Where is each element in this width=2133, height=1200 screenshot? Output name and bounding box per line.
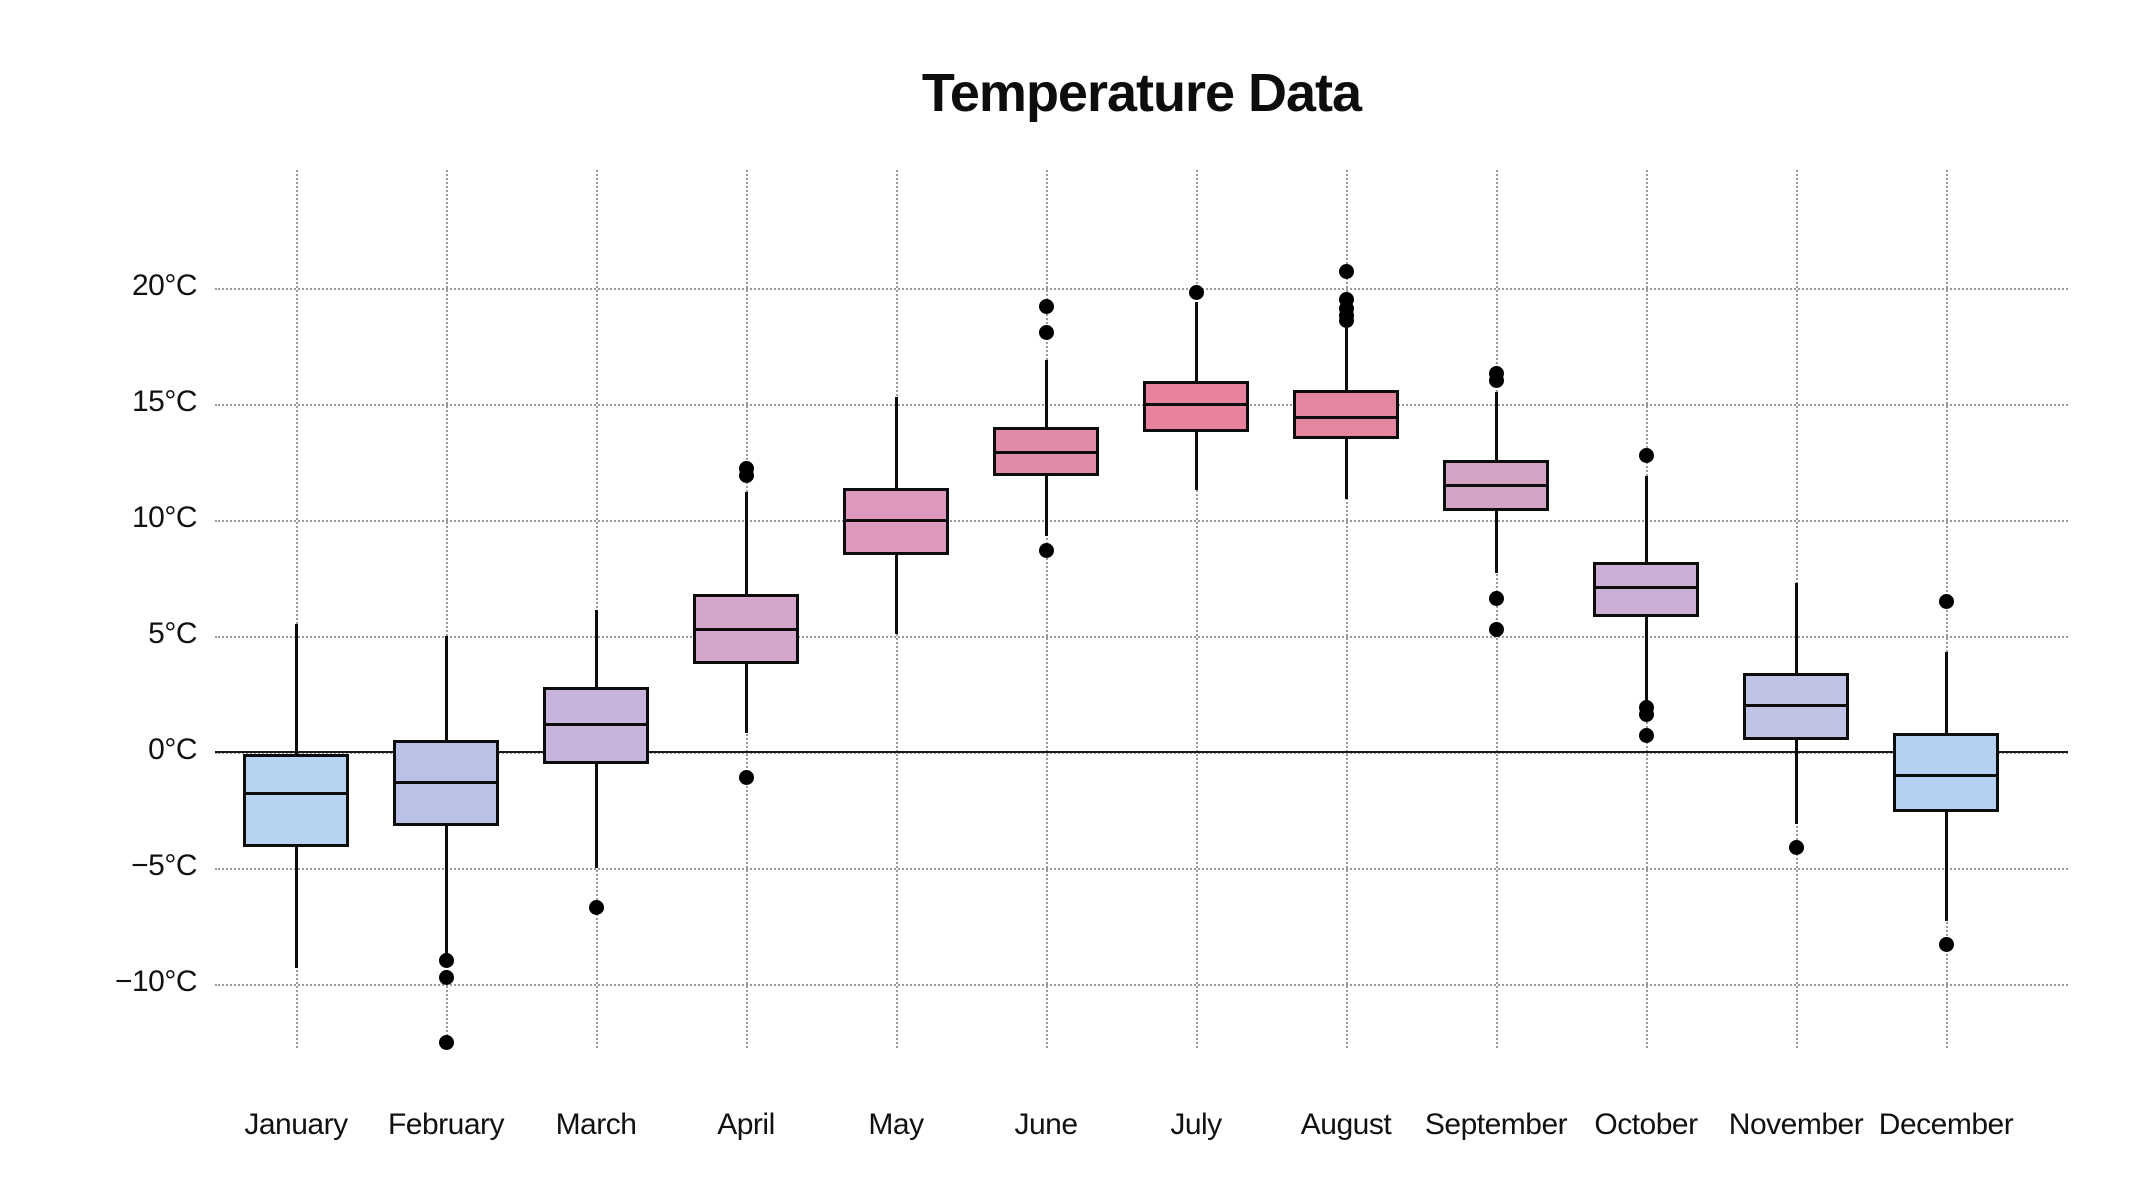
y-tick-label-15: 15°C	[131, 385, 198, 418]
outlier-june-1	[1038, 299, 1054, 315]
median-august	[1296, 416, 1396, 420]
grid-line-h--10	[215, 984, 2068, 986]
median-november	[1746, 704, 1846, 708]
outlier-september-2	[1488, 373, 1504, 389]
x-label-october: October	[1594, 1108, 1698, 1141]
outlier-april-3	[738, 770, 754, 786]
outlier-october-4	[1638, 728, 1654, 744]
box-december	[1893, 733, 1999, 813]
y-tick-label-10: 10°C	[131, 501, 198, 534]
median-may	[846, 518, 946, 522]
median-april	[696, 627, 796, 631]
outlier-march-1	[588, 899, 604, 915]
outlier-december-1	[1938, 593, 1954, 609]
box-january	[243, 754, 349, 848]
y-tick-label-20: 20°C	[131, 269, 198, 302]
grid-line-h-15	[215, 404, 2068, 406]
median-january	[246, 792, 346, 796]
x-label-november: November	[1728, 1108, 1864, 1141]
grid-line-h--5	[215, 868, 2068, 870]
grid-line-v-september	[1496, 170, 1498, 1048]
zero-axis-line	[215, 751, 2068, 753]
x-label-may: May	[868, 1108, 924, 1141]
outlier-september-3	[1488, 591, 1504, 607]
outlier-december-2	[1938, 937, 1954, 953]
grid-line-v-january	[296, 170, 298, 1048]
box-july	[1143, 380, 1249, 432]
median-march	[546, 722, 646, 726]
x-label-january: January	[244, 1108, 348, 1141]
grid-line-h-10	[215, 520, 2068, 522]
outlier-april-2	[738, 468, 754, 484]
y-tick-label-0: 0°C	[148, 733, 197, 766]
x-label-december: December	[1878, 1108, 2014, 1141]
chart-title: Temperature Data	[921, 63, 1362, 123]
grid-line-v-july	[1196, 170, 1198, 1048]
outlier-february-3	[438, 1034, 454, 1050]
median-july	[1146, 402, 1246, 406]
median-december	[1896, 773, 1996, 777]
outlier-july-1	[1188, 285, 1204, 301]
grid-line-h-5	[215, 636, 2068, 638]
outlier-september-4	[1488, 621, 1504, 637]
grid-line-v-february	[446, 170, 448, 1048]
outlier-june-2	[1038, 324, 1054, 340]
outlier-june-3	[1038, 542, 1054, 558]
grid-line-v-march	[596, 170, 598, 1048]
grid-line-v-june	[1046, 170, 1048, 1048]
grid-line-h-0	[215, 752, 2068, 754]
y-tick-label--5: −5°C	[131, 849, 197, 882]
grid-line-v-august	[1346, 170, 1348, 1048]
median-june	[996, 451, 1096, 455]
outlier-february-1	[438, 953, 454, 969]
box-august	[1293, 390, 1399, 439]
x-label-june: June	[1014, 1108, 1078, 1141]
box-october	[1593, 561, 1699, 618]
outlier-october-3	[1638, 707, 1654, 723]
outlier-october-1	[1638, 447, 1654, 463]
x-label-september: September	[1424, 1108, 1568, 1141]
grid-line-v-december	[1946, 170, 1948, 1048]
x-label-february: February	[387, 1108, 505, 1141]
outlier-august-5	[1338, 312, 1354, 328]
outlier-november-1	[1788, 839, 1804, 855]
x-label-april: April	[717, 1108, 775, 1141]
x-label-august: August	[1300, 1108, 1392, 1141]
x-label-july: July	[1170, 1108, 1222, 1141]
x-label-march: March	[555, 1108, 637, 1141]
median-february	[396, 780, 496, 784]
y-tick-label--10: −10°C	[114, 965, 198, 998]
y-tick-label-5: 5°C	[148, 617, 197, 650]
grid-line-h-20	[215, 288, 2068, 290]
outlier-august-1	[1338, 264, 1354, 280]
median-october	[1596, 585, 1696, 589]
outlier-february-2	[438, 969, 454, 985]
median-september	[1446, 483, 1546, 487]
